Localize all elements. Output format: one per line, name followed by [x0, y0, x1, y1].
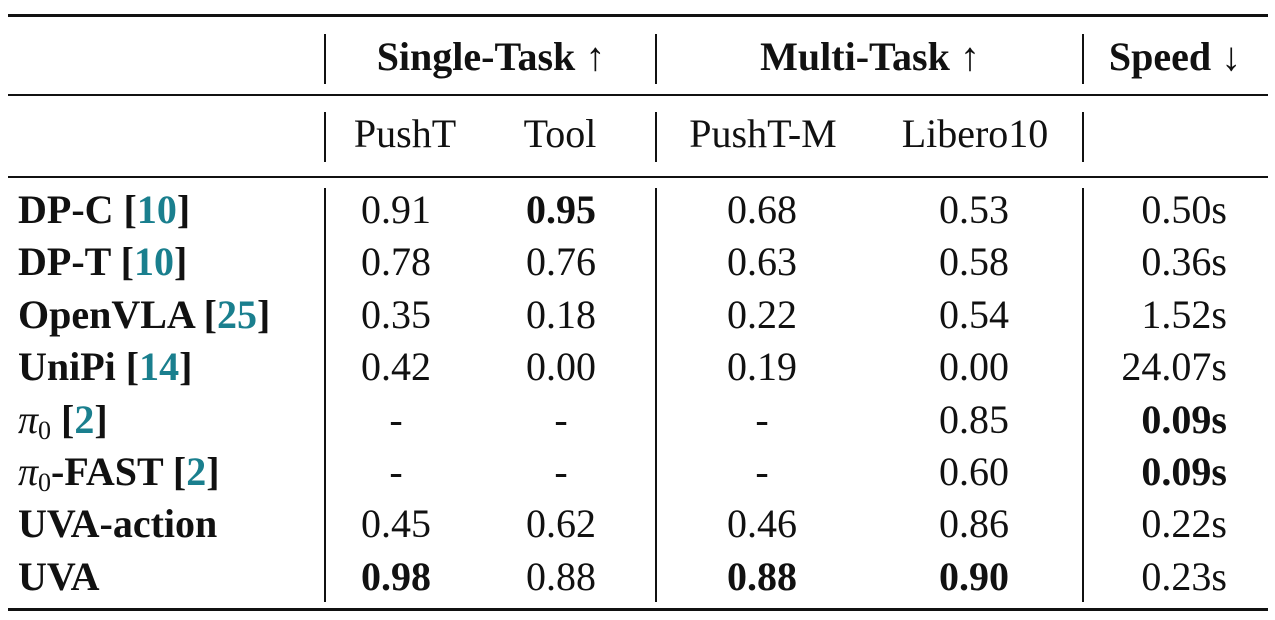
method-label: UniPi — [18, 344, 126, 390]
method-label: UVA-action — [18, 501, 218, 547]
table-cell: 0.85 — [939, 396, 1009, 442]
pi-symbol: π — [18, 396, 39, 442]
group-header-rule — [8, 94, 1268, 96]
citation-link[interactable]: 14 — [139, 344, 180, 390]
table-cell: 0.22 — [727, 291, 797, 337]
table-cell: 0.35 — [361, 291, 431, 337]
table-cell: 0.86 — [939, 501, 1009, 547]
table-cell: 0.78 — [361, 239, 431, 285]
separator — [655, 188, 657, 602]
table-cell: 0.36s — [1141, 239, 1227, 285]
citation-bracket: ] — [179, 344, 193, 390]
separator — [655, 112, 657, 162]
table-cell: 0.62 — [526, 501, 596, 547]
table-cell: 0.09s — [1141, 449, 1227, 494]
method-name: π0-FAST [2] — [18, 452, 220, 496]
bottom-rule — [8, 608, 1268, 611]
citation-bracket: [ — [61, 396, 75, 442]
citation-bracket: ] — [176, 187, 191, 232]
citation-bracket: [ — [120, 239, 134, 285]
table-cell: 0.00 — [939, 344, 1009, 390]
method-label: OpenVLA — [18, 291, 204, 337]
table-cell: 1.52s — [1141, 291, 1227, 337]
citation-bracket: [ — [172, 449, 187, 494]
table-cell: 0.42 — [361, 344, 431, 390]
separator — [655, 34, 657, 84]
subheader-rule — [8, 176, 1268, 178]
column-header-libero10: Libero10 — [901, 111, 1049, 156]
citation-link[interactable]: 10 — [133, 239, 174, 285]
method-name: UVA-action — [18, 504, 217, 544]
pi-subscript: 0 — [38, 415, 52, 445]
group-header-speed: Speed ↓ — [1108, 34, 1242, 79]
pi-subscript: 0 — [38, 468, 52, 497]
table-cell: 0.58 — [939, 239, 1009, 285]
table-cell: 0.23s — [1141, 553, 1227, 599]
separator — [1082, 34, 1084, 84]
citation-link[interactable]: 10 — [136, 187, 177, 232]
method-name: DP-C [10] — [18, 190, 190, 230]
table-cell: - — [755, 449, 769, 494]
citation-bracket: ] — [173, 239, 188, 285]
column-header-pusht: PushT — [353, 111, 457, 156]
table-cell: - — [755, 396, 769, 442]
citation-link[interactable]: 25 — [216, 291, 257, 337]
method-label: -FAST — [51, 449, 173, 494]
separator — [324, 112, 326, 162]
method-name: UVA — [18, 553, 100, 599]
separator — [324, 188, 326, 602]
table-cell: 0.45 — [361, 501, 431, 547]
table-cell: 0.91 — [361, 187, 431, 232]
method-name: OpenVLA [25] — [18, 291, 271, 337]
citation-link[interactable]: 2 — [74, 396, 95, 442]
method-label: DP-C — [18, 187, 124, 232]
citation-bracket: [ — [123, 187, 137, 232]
method-label — [51, 397, 61, 442]
table-cell: 0.22s — [1141, 501, 1227, 547]
table-cell: 0.98 — [361, 553, 431, 599]
method-name: DP-T [10] — [18, 242, 187, 282]
table-cell: 0.50s — [1141, 187, 1227, 232]
citation-bracket: [ — [203, 291, 217, 337]
table-cell: 0.19 — [727, 344, 797, 390]
table-cell: 0.90 — [939, 553, 1009, 599]
table-cell: 0.09s — [1141, 396, 1227, 442]
table-cell: 0.53 — [939, 187, 1009, 232]
table-cell: 0.88 — [727, 553, 797, 599]
table-cell: 24.07s — [1121, 344, 1227, 390]
table-cell: 0.68 — [727, 187, 797, 232]
table-cell: - — [389, 449, 403, 494]
column-header-tool: Tool — [523, 111, 597, 156]
table-cell: - — [389, 396, 403, 442]
citation-bracket: ] — [256, 291, 271, 337]
separator — [1082, 188, 1084, 602]
citation-bracket: ] — [94, 396, 108, 442]
method-name: UniPi [14] — [18, 347, 192, 387]
table-cell: 0.00 — [526, 344, 596, 390]
citation-bracket: [ — [125, 344, 140, 390]
column-header-pusht-m: PushT-M — [689, 111, 837, 156]
table-cell: 0.95 — [526, 187, 596, 232]
table-cell: 0.76 — [526, 239, 596, 285]
table-cell: - — [554, 449, 568, 494]
table-cell: 0.18 — [526, 291, 596, 337]
separator — [1082, 112, 1084, 162]
table-cell: 0.88 — [526, 553, 596, 599]
pi-symbol: π — [18, 449, 39, 494]
table-cell: - — [554, 396, 568, 442]
citation-link[interactable]: 2 — [186, 449, 207, 494]
table-cell: 0.54 — [939, 291, 1009, 337]
separator — [324, 34, 326, 84]
method-label: DP-T — [18, 239, 121, 285]
group-header-multi-task: Multi-Task ↑ — [760, 34, 980, 79]
table-cell: 0.63 — [727, 239, 797, 285]
table-cell: 0.46 — [727, 501, 797, 547]
citation-bracket: ] — [206, 449, 220, 494]
method-name: π0 [2] — [18, 396, 108, 445]
method-label: UVA — [18, 553, 100, 599]
group-header-single-task: Single-Task ↑ — [376, 34, 606, 79]
table-cell: 0.60 — [939, 449, 1009, 494]
top-rule — [8, 14, 1268, 17]
